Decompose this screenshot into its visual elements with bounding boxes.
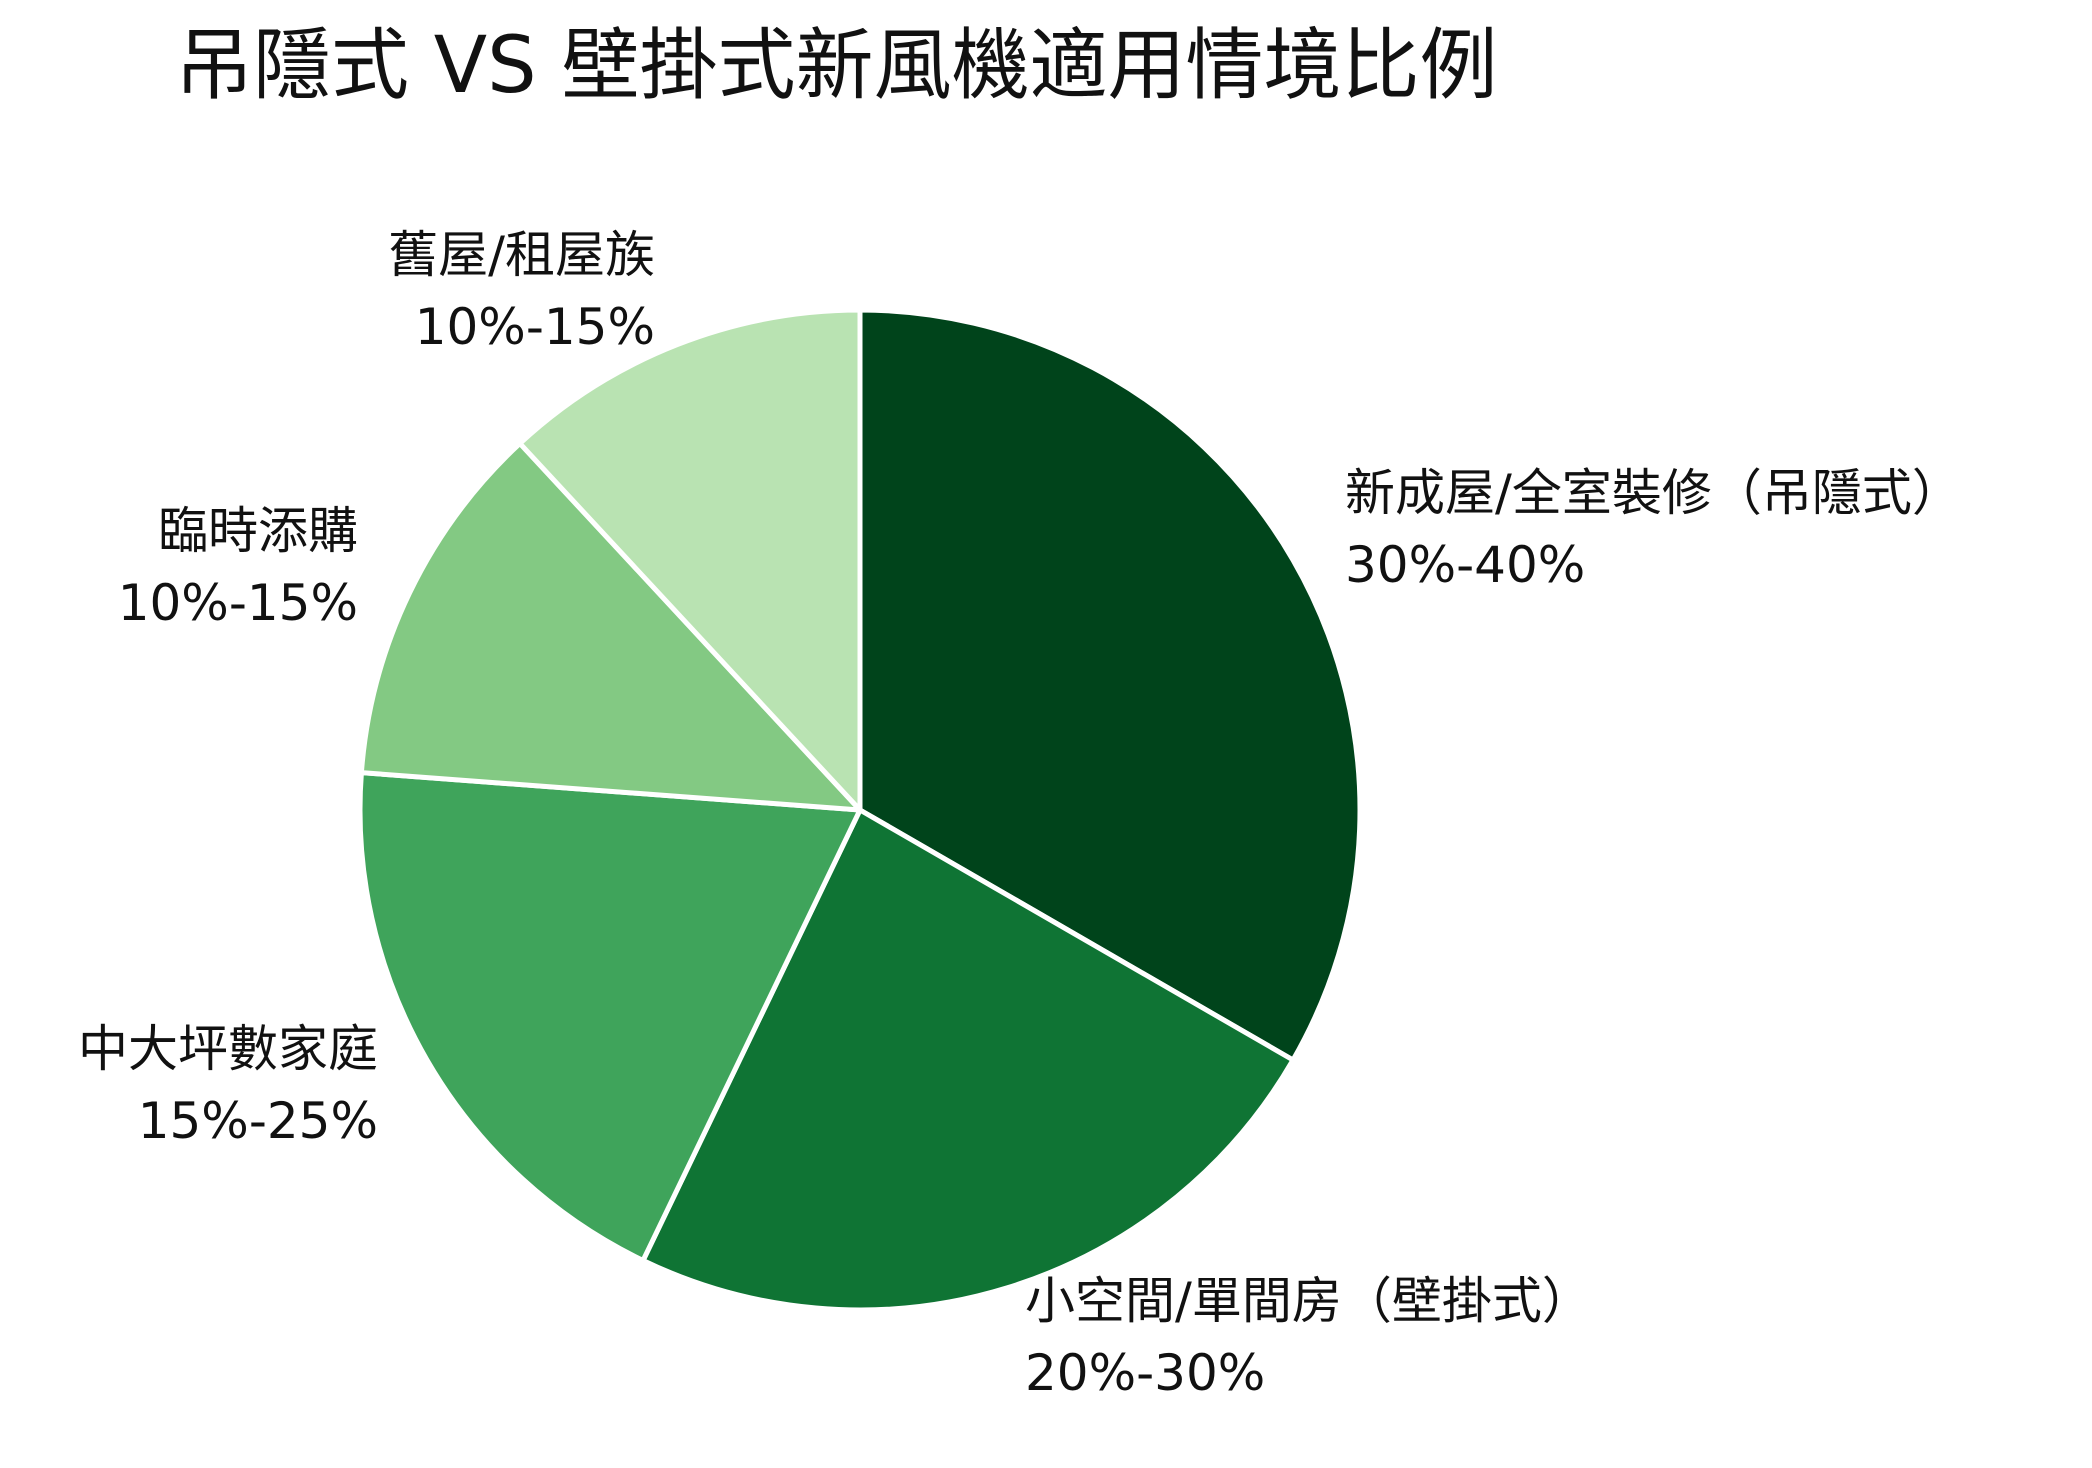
slice-label-large-family: 中大坪數家庭 <box>78 1020 378 1078</box>
pie-slice-large-family <box>357 770 863 1263</box>
pie-slice-small-room-wall <box>640 807 1296 1313</box>
pie-slices <box>357 307 1363 1313</box>
slice-label-new-home-ceiling: 新成屋/全室裝修（吊隱式） <box>1345 464 1962 522</box>
slice-value-temporary-purchase: 10%-15% <box>118 574 358 632</box>
slice-value-old-home-renter: 10%-15% <box>415 298 655 356</box>
slice-labels: 新成屋/全室裝修（吊隱式） 30%-40% 小空間/單間房（壁掛式） 20%-30% 中… <box>78 226 1962 1402</box>
slice-value-large-family: 15%-25% <box>138 1092 378 1150</box>
chart-title: 吊隱式 VS 壁掛式新風機適用情境比例 <box>175 21 1498 111</box>
slice-value-small-room-wall: 20%-30% <box>1025 1344 1265 1402</box>
pie-slice-temporary-purchase <box>358 440 863 813</box>
pie-slice-old-home-renter <box>517 307 863 813</box>
slice-label-temporary-purchase: 臨時添購 <box>158 502 358 560</box>
slice-label-small-room-wall: 小空間/單間房（壁掛式） <box>1025 1272 1592 1330</box>
slice-value-new-home-ceiling: 30%-40% <box>1345 536 1585 594</box>
slice-label-old-home-renter: 舊屋/租屋族 <box>388 226 655 284</box>
pie-slice-new-home-ceiling <box>857 307 1363 1063</box>
